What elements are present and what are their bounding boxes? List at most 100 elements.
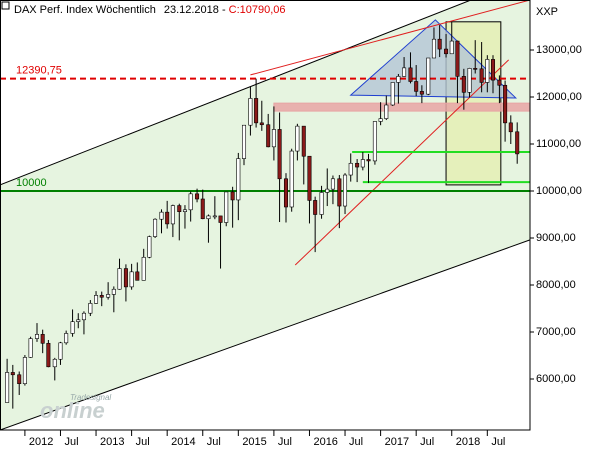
y-tick-label: 6000,00 <box>536 373 576 385</box>
candle-body <box>212 215 217 218</box>
candle-body <box>515 131 520 155</box>
candle-body <box>117 268 122 290</box>
candle-body <box>319 192 324 215</box>
candle-body <box>449 40 454 55</box>
candle-body <box>355 162 360 168</box>
candle-body <box>473 68 478 70</box>
candle-body <box>195 193 200 200</box>
title: DAX Perf. Index Wöchentlich <box>14 4 156 16</box>
candle-body <box>461 76 466 93</box>
y-tick-label: 9000,00 <box>536 232 576 244</box>
candle-body <box>52 358 57 368</box>
candle-body <box>224 191 229 223</box>
candle-body <box>325 188 330 193</box>
x-tick-label: 2016 <box>313 436 337 448</box>
candle-body <box>64 333 69 344</box>
candle-body <box>70 321 75 334</box>
x-tick-label: 2014 <box>171 436 195 448</box>
candle-body <box>348 162 353 176</box>
candle-body <box>479 68 484 83</box>
candle-body <box>444 48 449 55</box>
candle-body <box>396 76 401 83</box>
candle-body <box>17 374 22 385</box>
x-tick-label: Jul <box>278 436 292 448</box>
channel-line <box>0 0 472 186</box>
candle-body <box>22 357 27 385</box>
candle-body <box>455 40 460 77</box>
candle-body <box>414 81 419 92</box>
candle-body <box>301 125 306 157</box>
candle-body <box>408 67 413 82</box>
candle-body <box>81 312 86 321</box>
x-tick-label: 2015 <box>242 436 266 448</box>
y-tick-label: 11000,00 <box>536 138 581 150</box>
candle-body <box>99 295 104 298</box>
candle-body <box>200 198 205 220</box>
candle-body <box>497 79 502 86</box>
candle-body <box>242 124 247 159</box>
candle-body <box>490 59 496 81</box>
candle-body <box>372 121 377 162</box>
watermark: Tradesignal <box>70 393 111 402</box>
candle-body <box>402 67 407 77</box>
candle-body <box>94 295 99 304</box>
candle-body <box>467 68 472 93</box>
trendline <box>294 59 510 266</box>
x-tick-label: Jul <box>349 436 363 448</box>
x-tick-label: Jul <box>136 436 150 448</box>
candle-body <box>384 104 389 119</box>
candle-body <box>106 294 111 298</box>
candle-body <box>5 372 10 403</box>
candle-body <box>337 178 342 207</box>
candle-body <box>431 38 436 59</box>
candle-body <box>307 155 312 201</box>
candle-body <box>34 334 40 339</box>
candle-body <box>419 91 424 95</box>
candle-body <box>170 205 175 225</box>
y-tick-label: 12000,00 <box>536 91 582 103</box>
candle-body <box>271 129 276 148</box>
candle-body <box>230 191 235 201</box>
candle-body <box>295 125 300 152</box>
candle-body <box>283 178 288 208</box>
candle-body <box>248 98 253 126</box>
candle-body <box>147 236 152 258</box>
candle-body <box>153 218 158 237</box>
plot-frame <box>0 0 531 431</box>
candle-body <box>165 211 170 225</box>
y-tick-label: 10000,00 <box>536 185 582 197</box>
candle-body <box>366 159 371 162</box>
candle-body <box>236 158 241 201</box>
candle-body <box>182 209 187 212</box>
candle-body <box>188 193 193 211</box>
candle-body <box>28 338 33 358</box>
x-tick-label: Jul <box>207 436 221 448</box>
x-tick-label: 2013 <box>100 436 124 448</box>
candle-body <box>259 122 264 126</box>
candle-body <box>378 118 383 122</box>
channel-line <box>0 239 531 431</box>
candle-body <box>88 303 93 314</box>
candle-body <box>437 38 442 50</box>
y-tick-label: 7000,00 <box>536 326 576 338</box>
zone <box>273 102 531 112</box>
plot: 12390,75 10000 <box>0 0 531 431</box>
level-label: 10000 <box>16 177 47 189</box>
y-tick-label: 8000,00 <box>536 279 576 291</box>
x-tick-label: Jul <box>64 436 78 448</box>
watermark-logo: online <box>40 398 105 423</box>
candle-body <box>177 205 182 212</box>
axis-label: XXP <box>536 6 558 18</box>
trendline <box>250 0 531 76</box>
x-tick-label: 2012 <box>29 436 53 448</box>
candle-body <box>254 98 259 124</box>
candle-body <box>289 150 294 208</box>
candle-body <box>266 124 271 148</box>
candle-body <box>360 159 365 168</box>
candle-body <box>58 342 63 360</box>
candle-body <box>313 200 318 215</box>
x-tick-label: 2018 <box>456 436 480 448</box>
candle-body <box>218 215 223 223</box>
